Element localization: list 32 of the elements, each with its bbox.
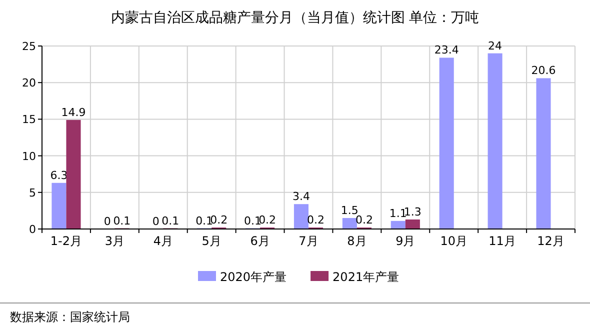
data-label: 0.1 (113, 214, 131, 228)
data-label: 20.6 (531, 64, 556, 78)
y-tick-label: 0 (29, 223, 36, 236)
y-tick-label: 15 (22, 113, 36, 126)
data-label: 24 (488, 39, 502, 52)
legend-label: 2020年产量 (220, 270, 287, 284)
y-tick-label: 5 (29, 186, 36, 200)
x-tick-label: 9月 (396, 234, 416, 248)
chart-title: 内蒙古自治区成品糖产量分月（当月值）统计图 单位：万吨 (110, 10, 480, 26)
x-tick-label: 7月 (298, 234, 318, 248)
data-label: 0.1 (162, 214, 180, 228)
data-label: 0 (104, 215, 111, 228)
data-label: 14.9 (61, 106, 86, 119)
data-label: 6.3 (50, 168, 68, 182)
x-tick-label: 11月 (488, 234, 516, 248)
x-tick-label: 6月 (250, 234, 270, 248)
source-note: 数据来源：国家统计局 (10, 310, 130, 324)
x-tick-label: 1-2月 (50, 234, 82, 248)
x-tick-label: 10月 (440, 234, 468, 248)
data-label: 3.4 (292, 190, 310, 204)
data-label: 23.4 (434, 44, 459, 57)
x-tick-label: 12月 (537, 234, 564, 248)
y-tick-label: 25 (22, 40, 36, 53)
y-tick-label: 10 (22, 150, 36, 163)
x-tick-label: 4月 (153, 234, 173, 248)
y-tick-label: 20 (22, 76, 36, 90)
x-tick-label: 5月 (202, 234, 222, 248)
x-tick-label: 3月 (104, 234, 124, 248)
data-label: 0 (152, 215, 160, 228)
x-tick-label: 8月 (347, 234, 367, 248)
legend-label: 2021年产量 (332, 270, 400, 284)
data-label: 0.2 (307, 214, 325, 227)
